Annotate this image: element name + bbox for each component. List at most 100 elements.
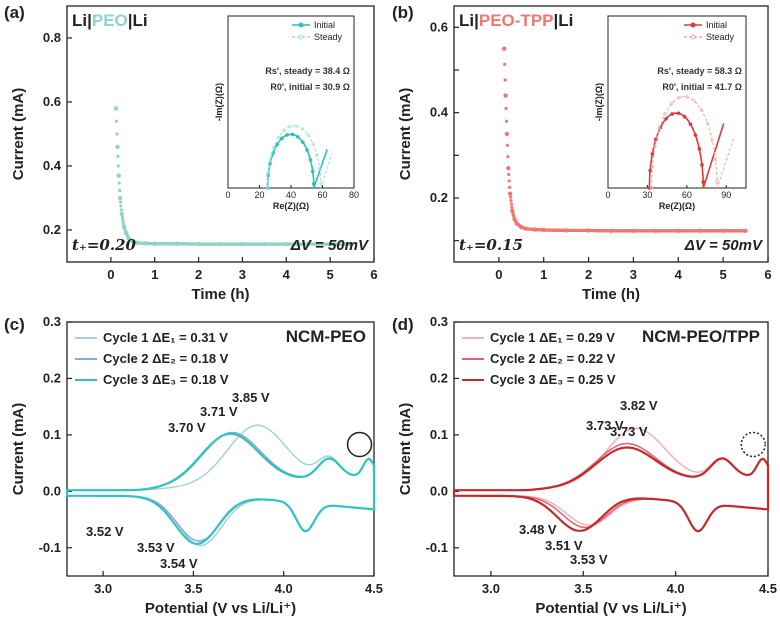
nyquist-point [265,186,269,190]
resistance-label: Rs', steady = 58.3 Ω [657,66,742,76]
nyquist-point [663,112,667,116]
data-point [541,227,546,233]
data-point [240,241,245,247]
data-point [631,228,636,234]
data-point [327,241,333,247]
nyquist-curve [266,125,333,189]
data-point [121,217,125,221]
y-tick-label: 0.3 [43,314,61,329]
y-tick-label: 0.8 [43,30,61,45]
x-tick-label: 4 [675,267,683,282]
data-point [118,188,122,193]
nyquist-point [700,163,704,167]
cv-curve [453,427,769,532]
inset-legend-marker [298,22,304,28]
data-point [504,131,510,137]
data-point [512,217,517,222]
peak-label: 3.73 V [586,418,624,433]
data-point [124,231,129,236]
x-tick-label: 3 [239,267,246,282]
data-point [507,179,511,183]
plot-frame-3 [453,321,769,577]
inset-x-tick-label: 0 [225,190,230,200]
inset-x-tick-label: 80 [349,190,359,200]
nyquist-point [310,169,315,174]
data-point [349,241,355,247]
nyquist-point [266,171,270,176]
plot-frame-2 [66,321,375,577]
data-point [523,226,528,231]
peak-label: 3.48 V [519,522,557,537]
y-axis-label: Current (mA) [397,88,414,181]
title-part: PEO-TPP [479,11,554,30]
data-point [116,154,120,158]
data-point [563,228,569,233]
data-point [586,228,591,233]
x-tick-label: 4 [283,267,291,282]
data-point [676,228,681,234]
data-point [121,224,127,229]
title-part: |Li [128,11,148,30]
inset-frame [607,15,747,189]
peak-label: 3.54 V [160,556,198,571]
sample-label: NCM-PEO [286,327,366,346]
nyquist-point [280,136,284,141]
transference-number: t₊=0.20 [72,236,137,254]
nyquist-point [657,127,661,131]
legend-label: Cycle 1 ΔE₁ = 0.31 V [103,330,228,345]
data-point [113,106,119,111]
nyquist-point [306,133,310,137]
y-tick-label: 0.1 [43,427,61,442]
data-point [505,143,509,147]
data-point [218,241,223,247]
inset-legend-label: Initial [706,20,727,30]
y-tick-label: 0.2 [430,190,448,205]
nyquist-point [715,179,719,183]
nyquist-point [670,112,674,116]
inset-legend-marker [690,34,696,40]
panel-title: Li|PEO|Li [72,11,148,30]
voltage-label: ΔV = 50mV [684,237,764,254]
x-tick-label: 6 [370,267,377,282]
nyquist-point [670,101,674,106]
peak-label: 3.70 V [168,420,206,435]
nyquist-point [648,168,652,173]
peak-label: 3.53 V [570,552,608,567]
resistance-label: R0', initial = 30.9 Ω [270,82,350,92]
sample-label: NCM-PEO/TPP [642,327,760,346]
x-tick-label: 3.5 [184,581,202,596]
x-tick-label: 4.5 [759,581,777,596]
x-tick-label: 4.5 [365,581,383,596]
x-tick-label: 2 [195,267,202,282]
nyquist-point [697,147,702,151]
title-part: Li| [72,11,92,30]
inset-frame [227,15,355,189]
data-point [504,106,508,110]
voltage-label: ΔV = 50mV [290,237,370,254]
y-tick-label: 0.0 [430,483,448,498]
nyquist-point [300,127,305,131]
legend-label: Cycle 3 ΔE₃ = 0.25 V [490,372,616,387]
data-point [503,78,507,82]
nyquist-point [319,181,323,185]
x-tick-label: 6 [764,267,771,282]
x-axis-label: Time (h) [582,286,640,303]
data-point [306,241,311,247]
data-point [130,239,135,244]
nyquist-point [294,124,298,128]
data-point [116,173,121,178]
panel-label: (a) [4,3,25,22]
panel-title: Li|PEO-TPP|Li [459,11,573,30]
data-point [509,202,514,206]
peak-label: 3.52 V [86,524,124,539]
legend-label: Cycle 2 ΔE₂ = 0.18 V [103,351,229,366]
highlight-circle [740,431,766,458]
peak-label: 3.53 V [137,540,175,555]
y-axis-label: Current (mA) [10,88,27,181]
nyquist-point [276,136,281,140]
nyquist-point [650,152,655,156]
x-tick-label: 4.0 [667,581,685,596]
peak-label: 3.73 V [610,424,648,439]
data-point [114,119,119,123]
